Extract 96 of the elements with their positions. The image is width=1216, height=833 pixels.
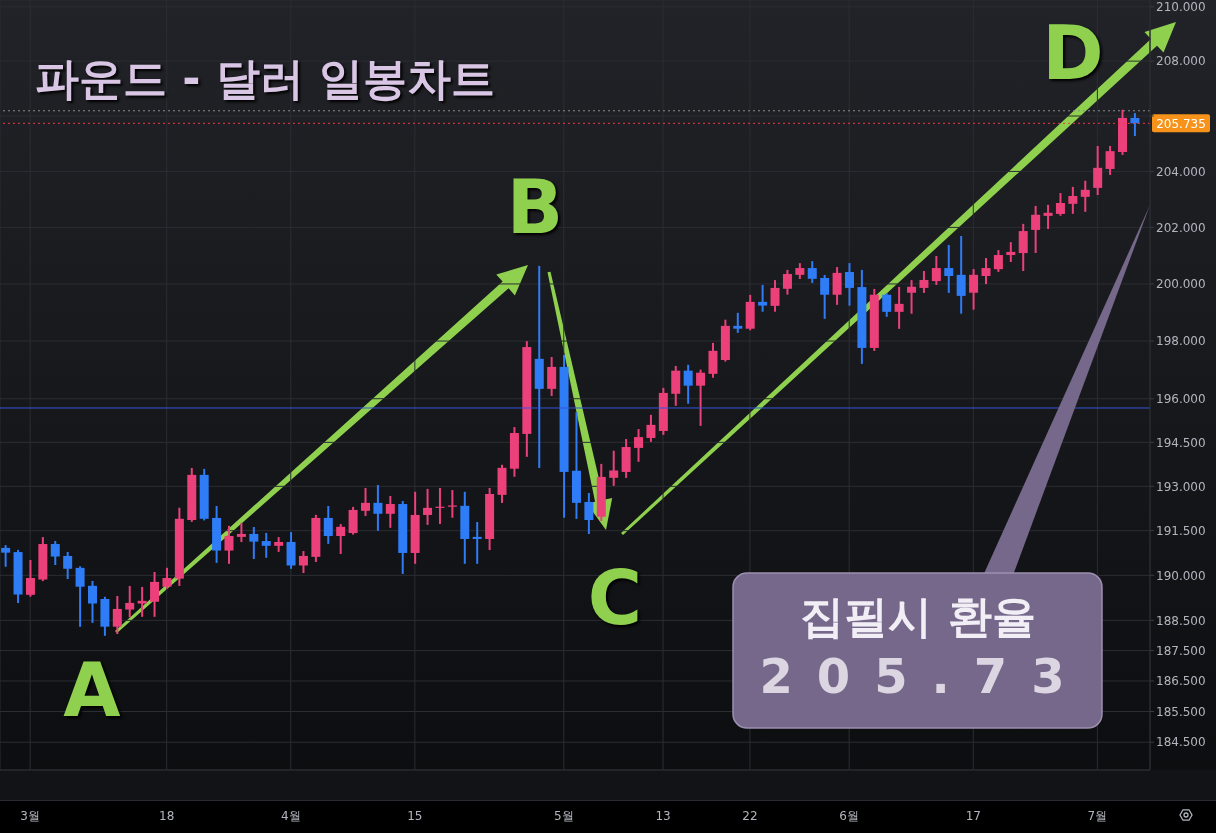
candlestick — [125, 586, 135, 618]
candlestick — [137, 586, 147, 617]
candlestick — [547, 356, 557, 396]
candlestick — [385, 495, 395, 528]
candlestick — [683, 364, 693, 404]
candlestick — [1006, 242, 1016, 262]
candlestick — [236, 522, 246, 543]
y-tick-label: 200.000 — [1156, 277, 1206, 292]
x-tick-label: 18 — [159, 809, 175, 823]
candlestick — [150, 571, 160, 617]
x-tick-label: 13 — [655, 809, 671, 823]
x-tick-label: 7월 — [1087, 809, 1108, 823]
candlestick — [298, 551, 308, 574]
candlestick — [956, 235, 966, 314]
x-tick-label: 4월 — [280, 809, 301, 823]
x-tick-label: 22 — [742, 809, 758, 823]
y-tick-label: 186.500 — [1156, 674, 1206, 689]
x-tick-label: 5월 — [553, 809, 574, 823]
candlestick — [162, 567, 172, 589]
candlestick — [112, 595, 122, 635]
y-tick-label: 210.000 — [1156, 0, 1206, 15]
y-tick-label: 194.500 — [1156, 435, 1206, 450]
annotation: B — [506, 164, 564, 250]
candlestick — [981, 258, 991, 285]
candlestick — [919, 271, 929, 293]
annotation: C — [587, 555, 643, 641]
candlestick — [25, 560, 35, 597]
y-tick-label: 208.000 — [1156, 54, 1206, 69]
y-tick-label: 204.000 — [1156, 164, 1206, 179]
candlestick — [969, 269, 979, 310]
annotation: 205.73 — [759, 648, 1089, 704]
y-tick-label: 202.000 — [1156, 220, 1206, 235]
candlestick — [249, 527, 259, 560]
candlestick — [1018, 223, 1028, 272]
x-tick-label: 6월 — [839, 809, 860, 823]
candlestick — [423, 488, 433, 525]
annotation: 집필시 환율 — [800, 591, 1036, 642]
y-tick-label: 188.500 — [1156, 613, 1206, 628]
candlestick — [323, 505, 333, 544]
y-tick-label: 187.500 — [1156, 643, 1206, 658]
candlestick — [1055, 193, 1065, 216]
x-tick-label: 17 — [965, 809, 981, 823]
candlestick — [944, 245, 954, 293]
candlestick — [832, 267, 842, 305]
candlestick — [1093, 145, 1103, 196]
y-tick-label: 198.000 — [1156, 334, 1206, 349]
candlestick — [63, 551, 73, 580]
candlestick — [931, 256, 941, 285]
annotation: A — [63, 647, 121, 733]
candlestick — [782, 269, 792, 295]
candlestick — [894, 286, 904, 329]
candlestick — [88, 580, 97, 623]
candlestick — [993, 250, 1003, 272]
x-tick-label: 3월 — [20, 809, 40, 823]
candlestick — [1, 545, 11, 567]
candlestick — [1130, 113, 1140, 137]
candlestick — [634, 429, 644, 462]
candlestick — [807, 261, 817, 283]
candlestick — [50, 540, 60, 565]
candlestick — [907, 280, 917, 314]
y-tick-label: 193.000 — [1156, 479, 1206, 494]
candlestick — [348, 506, 358, 535]
y-tick-label: 191.500 — [1156, 523, 1206, 538]
text: 파운드 - 달러 일봉차트 — [35, 52, 496, 106]
candlestick — [261, 532, 271, 558]
candlestick — [844, 263, 854, 306]
candlestick — [770, 280, 780, 312]
candlestick — [1080, 180, 1090, 212]
candlestick — [708, 342, 718, 378]
candlestick — [646, 414, 656, 442]
y-tick-label: 184.500 — [1156, 735, 1206, 750]
candlestick — [286, 532, 296, 569]
candlestick — [696, 369, 706, 426]
y-tick-label: 185.500 — [1156, 704, 1206, 719]
candlestick — [882, 293, 892, 317]
candlestick — [733, 312, 743, 333]
y-tick-label: 190.000 — [1156, 568, 1206, 583]
candlestick — [758, 284, 768, 312]
candlestick — [584, 493, 594, 535]
candlestick — [1105, 145, 1115, 175]
candlestick — [336, 524, 346, 554]
candlestick — [1068, 186, 1078, 214]
ref-line-label: 205.735 — [1156, 116, 1206, 131]
candlestick — [373, 485, 383, 531]
candlestick — [224, 525, 234, 564]
candlestick — [75, 566, 85, 627]
candlestick — [671, 365, 681, 406]
candlestick — [361, 487, 371, 516]
candlestick — [472, 521, 482, 564]
y-tick-label: 196.000 — [1156, 391, 1206, 406]
candlestick — [609, 450, 619, 486]
candlestick — [820, 274, 830, 319]
x-tick-label: 15 — [407, 809, 423, 823]
candlestick — [1031, 205, 1041, 253]
candlestick — [1043, 204, 1053, 229]
annotation: D — [1042, 10, 1104, 96]
